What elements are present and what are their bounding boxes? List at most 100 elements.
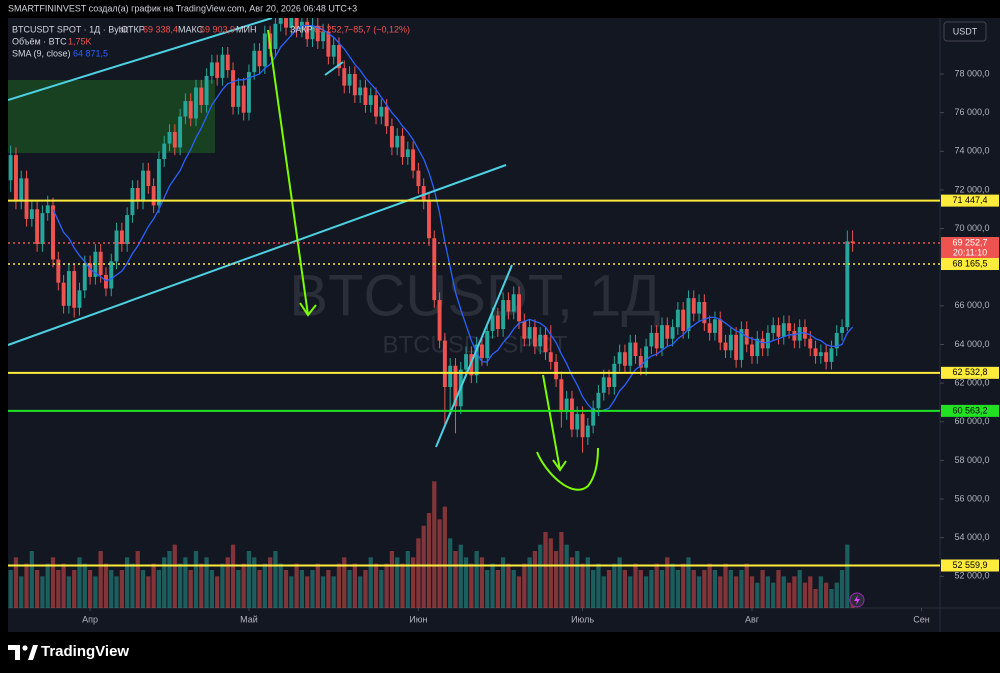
volume-bar [723,563,728,608]
level-label: 68 165,5 [952,258,987,268]
volume-bar [564,544,569,608]
candle-body [739,329,744,360]
volume-bar [601,576,606,608]
candle-body [374,95,378,117]
candle-body [326,31,331,57]
candle-body [135,188,140,202]
candle-body [51,205,55,260]
candle-body [517,294,521,322]
volume-bar [326,570,331,608]
volume-bar [61,563,66,608]
candle-body [432,238,437,301]
sma-name: SMA (9, close) [12,48,71,58]
candle-body [686,298,691,331]
logo-mark [8,645,20,660]
candle-body [29,209,34,219]
volume-bar [252,557,257,608]
legend-label: ОТКР [121,24,145,34]
candle-body [342,68,347,86]
volume-bar [802,582,808,608]
volume-bar [834,582,839,608]
candle-body [24,178,29,219]
candle-body [501,300,506,330]
watermark: BTCUSDT, 1Д [289,263,660,328]
volume-bar [691,570,696,608]
volume-bar [617,557,622,608]
volume-bar [553,551,559,608]
legend-label: ЗАКР [290,24,313,34]
candle-body [273,23,278,49]
logo-mark [22,645,28,651]
volume-bar [479,557,485,608]
candle-body [829,348,834,362]
volume-bar [845,544,850,608]
candle-body [278,18,283,24]
candle-body [162,143,167,160]
level-label-box [941,366,999,379]
volume-bar [172,544,177,608]
brand-logo [8,645,38,660]
candle-body [225,54,230,71]
volume-bar [146,576,151,608]
volume-bar [331,576,336,608]
volume-bar [511,570,516,608]
candle-body [644,346,649,368]
volume-bar [35,570,40,608]
candle-body [813,348,818,357]
volume-bar [591,570,596,608]
volume-bar [675,570,680,608]
candle-body [723,342,728,351]
candle-body [178,116,183,148]
candle-body [82,263,87,291]
currency-label[interactable]: USDT [953,26,978,36]
candle-body [257,50,262,67]
y-tick-label: 76 000,0 [954,107,989,117]
y-tick-label: 74 000,0 [954,146,989,156]
candle-body [548,352,553,362]
volume-bar [463,557,469,608]
volume-bar [13,557,19,608]
volume-bar [628,576,633,608]
candle-body [532,327,537,347]
volume-bar [204,557,209,608]
candle-body [204,75,209,105]
candle-body [246,72,251,113]
volume-bar [649,570,654,608]
volume-bar [622,570,628,608]
volume-bar [45,563,50,608]
volume-bar [495,570,500,608]
candle-body [697,301,702,314]
candle-body [400,135,405,158]
volume-bar [220,563,225,608]
brand-name: TradingView [41,643,129,660]
candle-body [331,45,336,57]
candle-body [368,95,373,105]
drawings [8,18,599,491]
volume-bar [8,570,13,608]
volume-bar [320,576,326,608]
volume-bar [808,576,813,608]
x-tick-label: Авг [745,614,760,624]
candle-body [808,338,813,349]
candle-body [765,332,770,349]
currency-button[interactable] [943,21,987,42]
candle-body [310,25,315,40]
volume-bar [824,582,829,608]
volume-bar [670,563,675,608]
legend-value: 69 252,7 [314,24,349,34]
volume-bar [792,576,797,608]
candle-body [88,263,93,277]
candle-body [771,325,776,333]
volume-bar [718,576,723,608]
candle-body [209,62,214,76]
volume-bar [580,563,585,608]
candle-body [596,392,601,409]
volume-bar [776,570,781,608]
candle-body [416,170,421,187]
volume-bar [559,532,564,608]
candle-body [490,315,495,331]
volume-bar [426,513,432,608]
candle-body [707,323,712,333]
y-tick-label: 64 000,0 [954,339,989,349]
volume-bar [405,551,410,608]
